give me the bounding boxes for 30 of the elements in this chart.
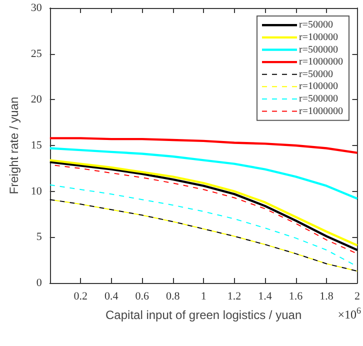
y-axis-title: Freight rate / yuan xyxy=(7,96,21,194)
y-tick-label: 20 xyxy=(30,94,42,106)
y-tick-label: 10 xyxy=(30,185,42,198)
line-series xyxy=(49,199,358,272)
legend-label: r=1000000 xyxy=(299,56,343,68)
y-tick-label: 30 xyxy=(30,2,42,14)
x-tick-label: 1.6 xyxy=(288,290,304,302)
y-tick-label: 25 xyxy=(30,48,42,60)
legend-label: r=500000 xyxy=(299,44,338,56)
line-series xyxy=(48,147,358,200)
x-tick-label: 0.8 xyxy=(166,290,180,302)
x-tick-label: 0.6 xyxy=(135,290,150,302)
y-tick-label: 15 xyxy=(30,140,42,152)
x-tick-label: 1.8 xyxy=(320,290,334,302)
legend-label: r=100000 xyxy=(299,32,338,43)
legend-label: r=50000 xyxy=(299,20,333,31)
legend-label: r=50000 xyxy=(299,68,333,80)
x-axis-title: Capital input of green logistics / yuan xyxy=(106,308,302,322)
x-tick-label: 0.2 xyxy=(74,290,88,302)
line-series xyxy=(48,137,358,154)
x-tick-label: 2 xyxy=(354,290,360,302)
legend-label: r=500000 xyxy=(299,93,338,104)
x-tick-label: 0.4 xyxy=(104,290,119,302)
x-tick-label: 1.2 xyxy=(227,290,242,302)
x-tick-label: 1 xyxy=(200,290,206,302)
legend-label: r=100000 xyxy=(299,81,338,92)
legend-label: r=1000000 xyxy=(299,106,343,117)
x-tick-label: 1.4 xyxy=(258,290,272,302)
y-tick-label: 0 xyxy=(36,277,42,289)
y-tick-label: 5 xyxy=(36,231,42,244)
